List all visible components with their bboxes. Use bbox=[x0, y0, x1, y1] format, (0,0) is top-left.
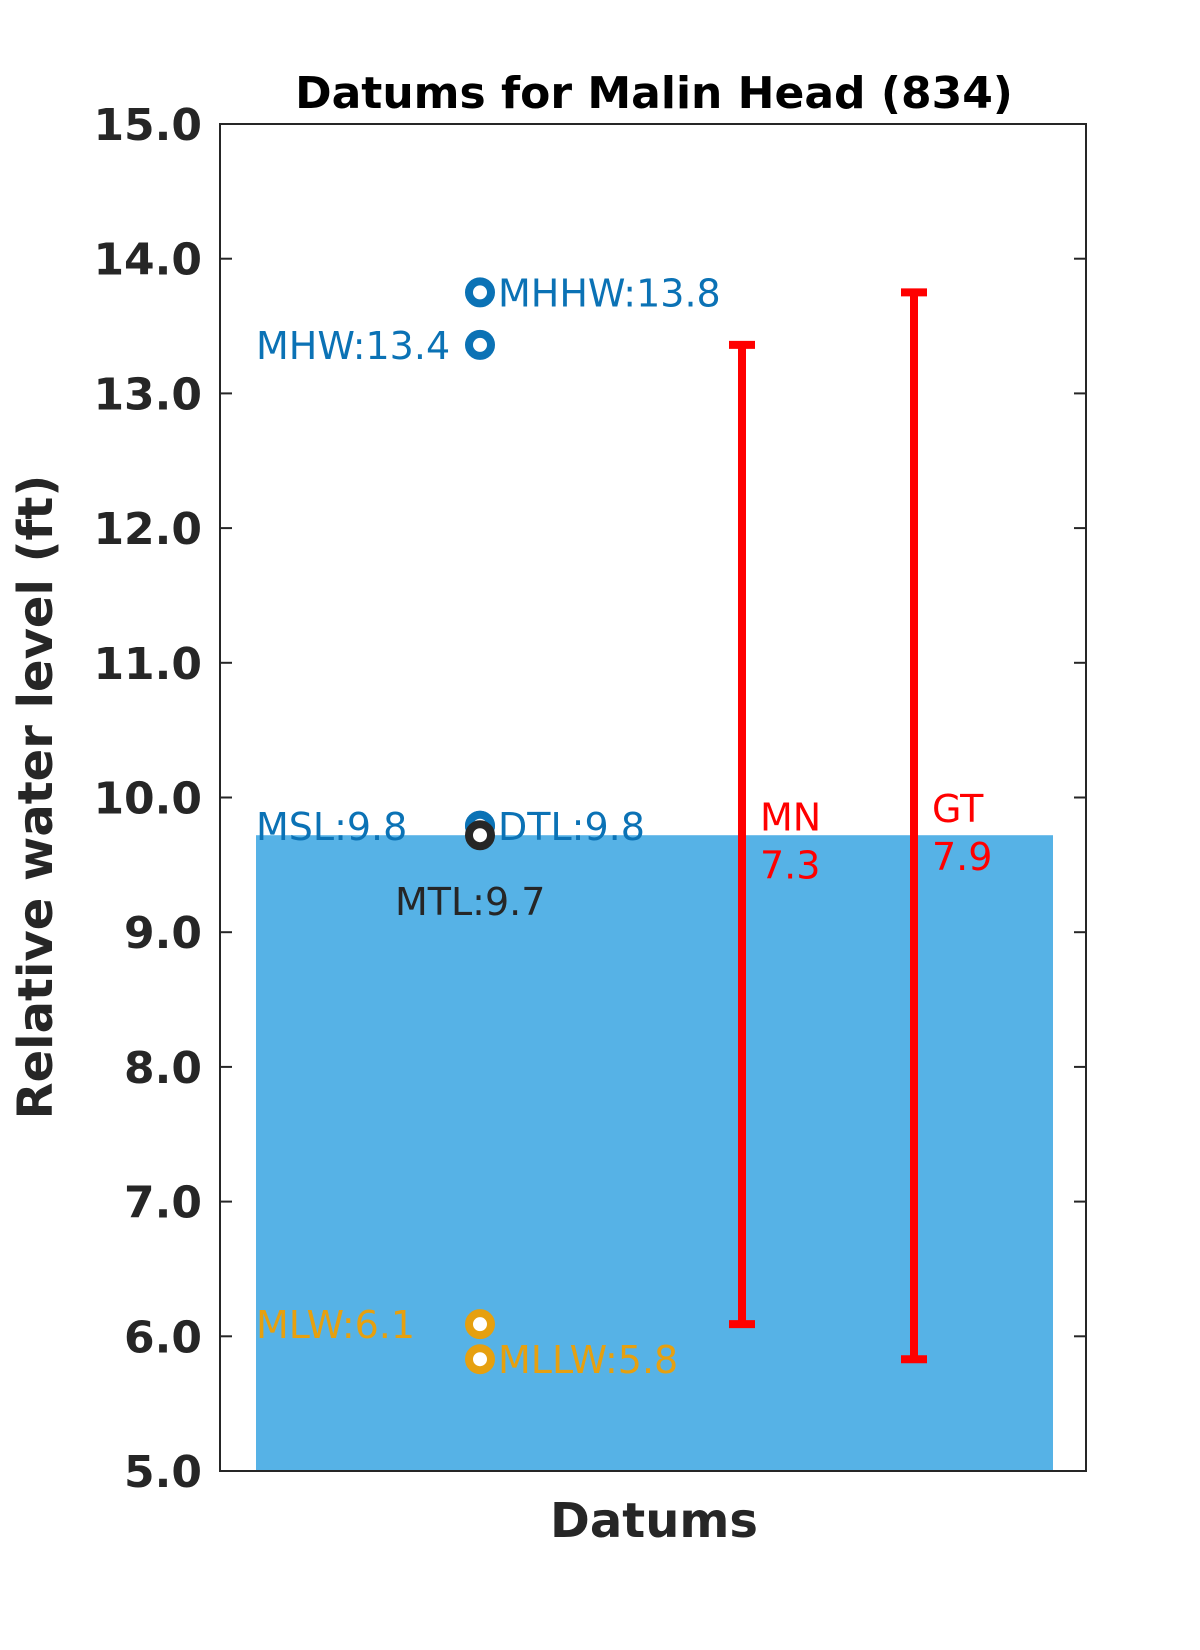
datum-label-dtl: DTL:9.8 bbox=[498, 805, 645, 849]
chart-title: Datums for Malin Head (834) bbox=[295, 68, 1013, 119]
y-tick-label: 8.0 bbox=[124, 1043, 202, 1094]
datum-label-msl: MSL:9.8 bbox=[256, 805, 407, 849]
y-axis-label: Relative water level (ft) bbox=[8, 475, 64, 1120]
y-tick-label: 12.0 bbox=[93, 504, 202, 555]
tidal-ranges: MN7.3 GT7.9 bbox=[729, 288, 992, 1364]
y-tick-label: 6.0 bbox=[124, 1312, 202, 1363]
datum-label-mlw: MLW:6.1 bbox=[256, 1303, 415, 1347]
y-tick-label: 10.0 bbox=[93, 774, 202, 825]
datum-marker-mlw bbox=[465, 1309, 495, 1340]
y-tick-label: 9.0 bbox=[124, 908, 202, 959]
datum-marker-mtl bbox=[465, 820, 495, 851]
water-level-area bbox=[256, 835, 1053, 1471]
datum-markers: MHHW:13.8 MHW:13.4 MSL:9.8 DTL:9.8 MTL:9.7 ML… bbox=[256, 271, 721, 1382]
datum-label-mtl: MTL:9.7 bbox=[395, 880, 545, 924]
y-tick-label: 15.0 bbox=[93, 100, 202, 151]
y-tick-label: 11.0 bbox=[93, 639, 202, 690]
datum-label-mhhw: MHHW:13.8 bbox=[498, 271, 721, 315]
y-tick-label: 13.0 bbox=[93, 369, 202, 420]
range-value-label: 7.3 bbox=[760, 844, 820, 888]
range-value-label: 7.9 bbox=[932, 835, 992, 879]
range-name-label: MN bbox=[760, 796, 821, 840]
datum-marker-mllw bbox=[465, 1344, 495, 1375]
datum-marker-mhhw bbox=[465, 277, 495, 308]
y-tick-label: 5.0 bbox=[124, 1447, 202, 1498]
datum-label-mhw: MHW:13.4 bbox=[256, 324, 450, 368]
datum-label-mllw: MLLW:5.8 bbox=[498, 1338, 678, 1382]
y-tick-label: 7.0 bbox=[124, 1178, 202, 1229]
x-axis-label: Datums bbox=[550, 1493, 758, 1549]
datum-marker-mhw bbox=[465, 329, 495, 360]
y-axis-ticks: 5.0 6.0 7.0 8.0 9.0 10.0 11.0 12.0 13.0 14.0 15.0 bbox=[93, 100, 1086, 1498]
range-name-label: GT bbox=[932, 787, 984, 831]
y-tick-label: 14.0 bbox=[93, 235, 202, 286]
